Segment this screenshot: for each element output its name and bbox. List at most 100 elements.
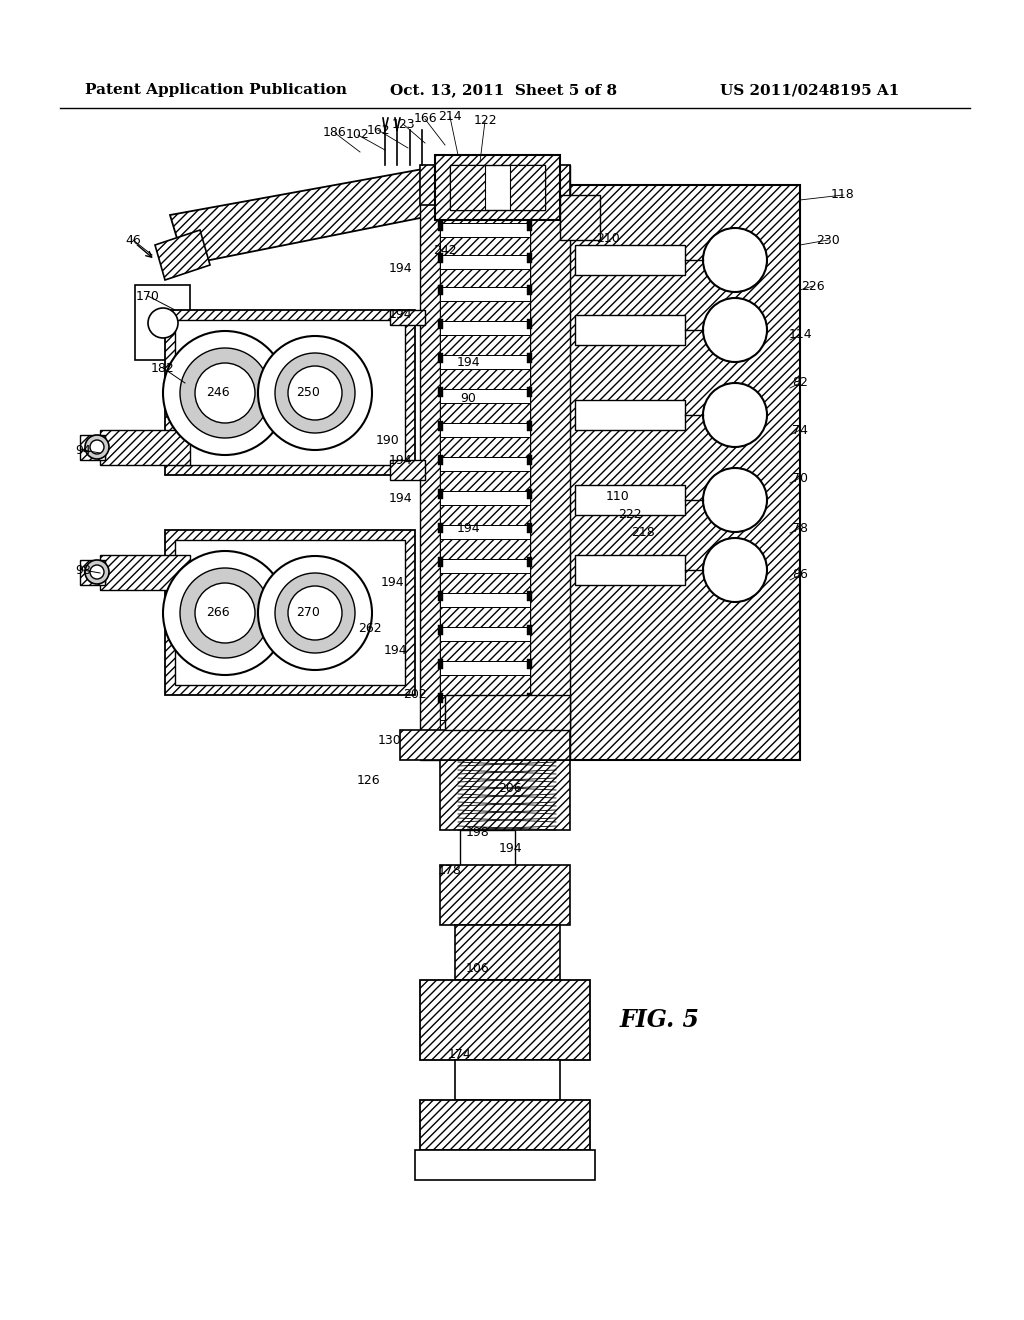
Text: 94: 94 — [75, 444, 91, 457]
Circle shape — [163, 331, 287, 455]
Bar — [570, 185, 800, 760]
Bar — [527, 352, 532, 363]
Text: 90: 90 — [460, 392, 476, 404]
Circle shape — [148, 308, 178, 338]
Bar — [420, 165, 440, 760]
Text: 210: 210 — [596, 231, 620, 244]
Bar — [438, 421, 443, 432]
Bar — [438, 523, 443, 533]
Bar — [440, 437, 530, 457]
Bar — [80, 560, 105, 585]
Text: 194: 194 — [499, 842, 522, 854]
Circle shape — [163, 550, 287, 675]
Polygon shape — [155, 230, 210, 280]
Text: 70: 70 — [792, 471, 808, 484]
Text: 118: 118 — [831, 189, 855, 202]
Circle shape — [85, 560, 109, 583]
Text: 194: 194 — [388, 454, 412, 466]
Circle shape — [85, 436, 109, 459]
Bar — [100, 554, 190, 590]
Text: 194: 194 — [456, 355, 480, 368]
Text: 262: 262 — [358, 622, 382, 635]
Bar — [445, 176, 540, 210]
Text: 194: 194 — [388, 309, 412, 322]
Bar — [438, 285, 443, 294]
Text: 162: 162 — [367, 124, 390, 136]
Bar — [440, 696, 530, 719]
Bar — [440, 389, 530, 403]
Bar — [438, 387, 443, 397]
Bar — [440, 865, 570, 925]
Bar — [80, 436, 105, 459]
Bar — [440, 525, 530, 539]
Bar — [530, 165, 570, 760]
Text: 86: 86 — [792, 569, 808, 582]
Bar — [440, 205, 530, 223]
Text: 82: 82 — [792, 376, 808, 389]
Bar — [175, 319, 406, 465]
Text: 246: 246 — [206, 387, 229, 400]
Bar — [440, 370, 530, 389]
Bar — [527, 557, 532, 568]
Bar — [527, 421, 532, 432]
Bar — [440, 539, 530, 558]
Text: 194: 194 — [388, 261, 412, 275]
Bar — [575, 400, 685, 430]
Bar — [527, 693, 532, 704]
Bar — [575, 484, 685, 515]
Text: 218: 218 — [631, 525, 655, 539]
Bar — [440, 558, 530, 573]
Bar — [455, 925, 560, 979]
Bar — [435, 165, 550, 220]
Text: 230: 230 — [816, 234, 840, 247]
Bar — [438, 220, 443, 231]
Bar — [510, 165, 545, 210]
Bar — [575, 554, 685, 585]
Text: 194: 194 — [388, 491, 412, 504]
Bar — [440, 573, 530, 593]
Text: 194: 194 — [380, 576, 403, 589]
Text: 126: 126 — [356, 774, 380, 787]
Bar — [440, 506, 530, 525]
Text: US 2011/0248195 A1: US 2011/0248195 A1 — [720, 83, 899, 96]
Text: 166: 166 — [414, 112, 437, 125]
Text: 270: 270 — [296, 606, 319, 619]
Bar — [438, 455, 443, 465]
Bar — [440, 627, 530, 642]
Text: 226: 226 — [801, 280, 824, 293]
Bar — [527, 220, 532, 231]
Bar — [100, 430, 190, 465]
Bar — [420, 979, 590, 1060]
Bar — [440, 422, 530, 437]
Bar — [440, 491, 530, 506]
Text: 74: 74 — [792, 424, 808, 437]
Text: 106: 106 — [466, 961, 489, 974]
Bar — [438, 557, 443, 568]
Bar — [440, 607, 530, 627]
Polygon shape — [170, 165, 460, 265]
Bar — [445, 696, 570, 730]
Bar — [390, 459, 425, 480]
Text: 114: 114 — [788, 329, 812, 342]
Bar — [400, 730, 570, 760]
Bar — [527, 253, 532, 263]
Bar — [440, 457, 530, 471]
Bar — [135, 285, 190, 360]
Circle shape — [195, 583, 255, 643]
Text: 186: 186 — [324, 127, 347, 140]
Bar — [455, 1060, 560, 1100]
Circle shape — [288, 366, 342, 420]
Bar — [527, 591, 532, 601]
Bar — [450, 165, 485, 210]
Bar — [440, 403, 530, 422]
Bar — [440, 661, 530, 675]
Bar — [440, 286, 530, 301]
Bar — [440, 269, 530, 286]
Bar — [440, 223, 530, 238]
Bar — [390, 310, 425, 325]
Text: Patent Application Publication: Patent Application Publication — [85, 83, 347, 96]
Bar — [165, 531, 415, 696]
Bar — [438, 591, 443, 601]
Text: 78: 78 — [792, 521, 808, 535]
Text: 266: 266 — [206, 606, 229, 619]
